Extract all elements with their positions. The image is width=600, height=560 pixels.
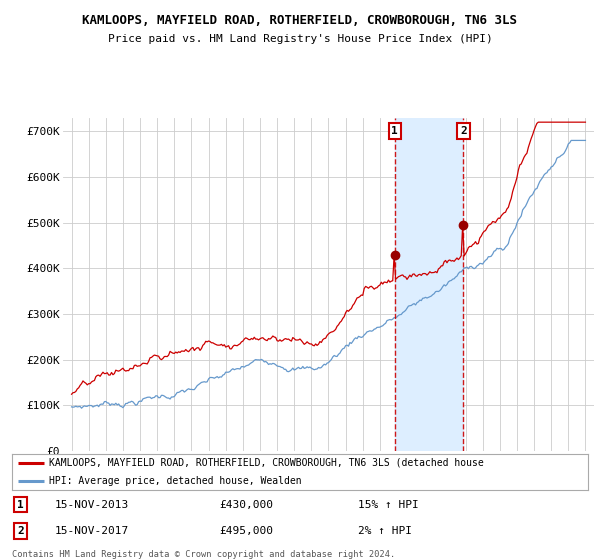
Text: HPI: Average price, detached house, Wealden: HPI: Average price, detached house, Weal… [49, 476, 302, 486]
Text: 2: 2 [17, 526, 24, 536]
Text: 1: 1 [17, 500, 24, 510]
Text: 1: 1 [391, 126, 398, 136]
Text: KAMLOOPS, MAYFIELD ROAD, ROTHERFIELD, CROWBOROUGH, TN6 3LS (detached house: KAMLOOPS, MAYFIELD ROAD, ROTHERFIELD, CR… [49, 458, 484, 468]
Text: Price paid vs. HM Land Registry's House Price Index (HPI): Price paid vs. HM Land Registry's House … [107, 34, 493, 44]
Text: £430,000: £430,000 [220, 500, 274, 510]
Text: KAMLOOPS, MAYFIELD ROAD, ROTHERFIELD, CROWBOROUGH, TN6 3LS: KAMLOOPS, MAYFIELD ROAD, ROTHERFIELD, CR… [83, 14, 517, 27]
Text: 15-NOV-2017: 15-NOV-2017 [55, 526, 130, 536]
Text: £495,000: £495,000 [220, 526, 274, 536]
Text: 15-NOV-2013: 15-NOV-2013 [55, 500, 130, 510]
Text: 2% ↑ HPI: 2% ↑ HPI [358, 526, 412, 536]
Bar [395, 118, 463, 451]
Text: 2: 2 [460, 126, 467, 136]
Text: Contains HM Land Registry data © Crown copyright and database right 2024.
This d: Contains HM Land Registry data © Crown c… [12, 550, 395, 560]
Text: 15% ↑ HPI: 15% ↑ HPI [358, 500, 418, 510]
